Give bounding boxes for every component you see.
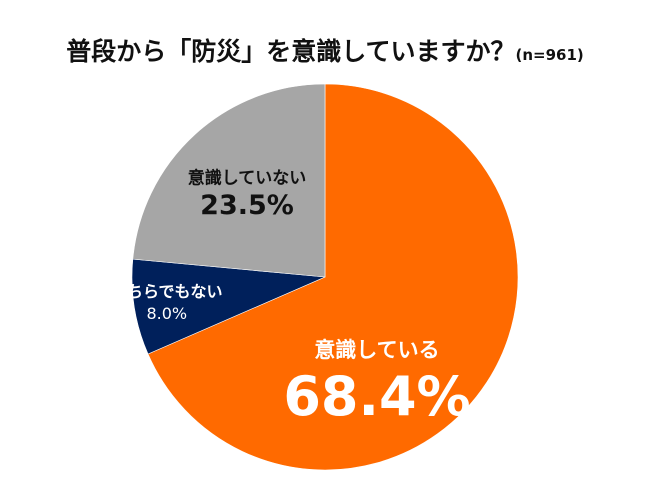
slice-value-not-aware: 23.5% — [200, 190, 294, 221]
pie-slice-aware — [147, 83, 519, 471]
chart-title-text: 普段から「防災」を意識していますか？ — [66, 37, 516, 66]
slice-value-neutral: 8.0% — [146, 304, 187, 323]
sample-size-note: (n=961) — [515, 46, 584, 64]
slice-label-aware: 意識している — [314, 338, 439, 362]
slice-label-not-aware: 意識していない — [188, 167, 307, 188]
slice-label-neutral: どちらでもない — [111, 282, 223, 301]
pie-slice-not-aware — [132, 83, 326, 278]
chart-title: 普段から「防災」を意識していますか？(n=961) — [0, 32, 650, 68]
slice-value-aware: 68.4% — [283, 365, 470, 428]
pie-slice-neutral — [131, 258, 326, 355]
pie-slices — [131, 83, 519, 471]
